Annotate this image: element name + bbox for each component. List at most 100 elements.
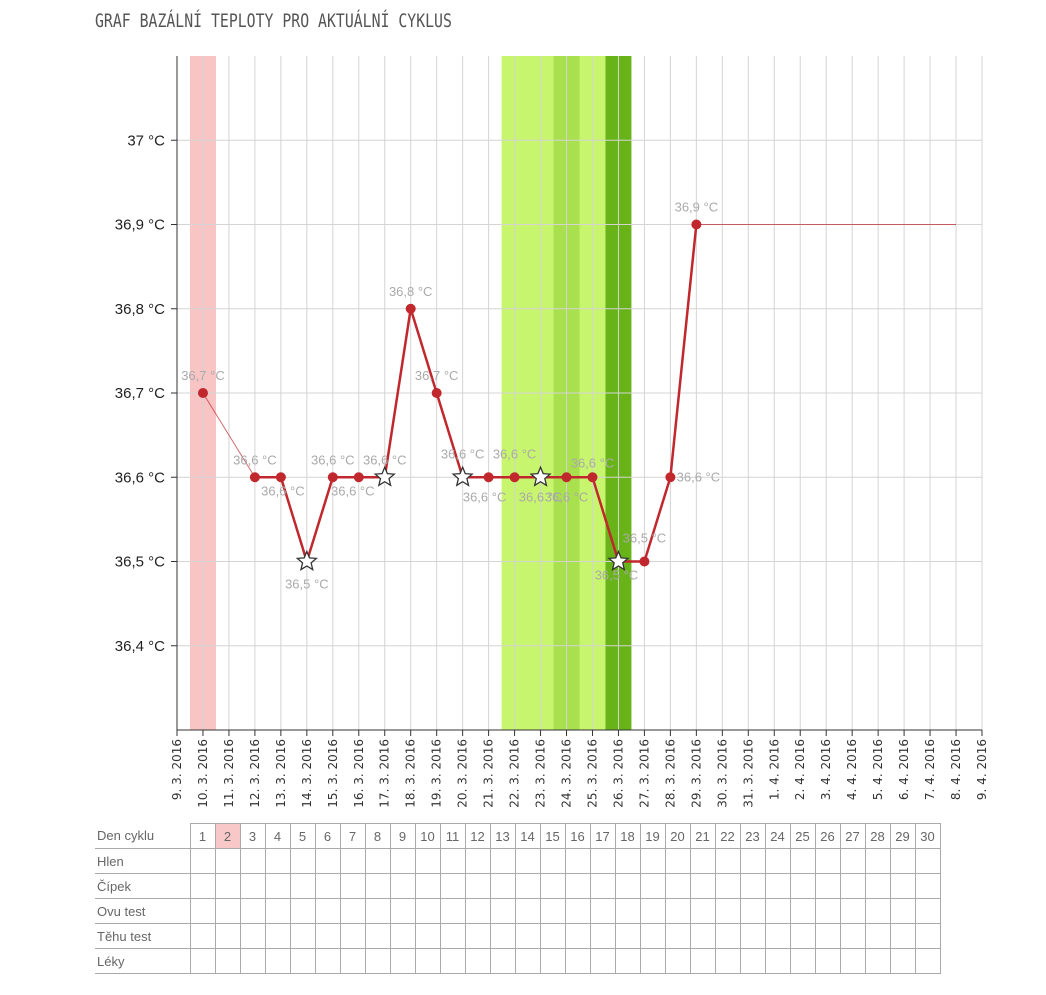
entry-cell[interactable] — [914, 923, 941, 949]
entry-cell[interactable] — [539, 948, 566, 974]
entry-cell[interactable] — [714, 948, 741, 974]
entry-cell[interactable] — [514, 873, 541, 899]
entry-cell[interactable] — [489, 873, 516, 899]
entry-cell[interactable] — [614, 948, 641, 974]
entry-cell[interactable] — [389, 898, 416, 924]
entry-cell[interactable] — [214, 923, 241, 949]
entry-cell[interactable] — [289, 848, 316, 874]
entry-cell[interactable] — [739, 948, 766, 974]
entry-cell[interactable] — [489, 898, 516, 924]
entry-cell[interactable] — [714, 923, 741, 949]
entry-cell[interactable] — [214, 873, 241, 899]
entry-cell[interactable] — [739, 873, 766, 899]
entry-cell[interactable] — [489, 948, 516, 974]
entry-cell[interactable] — [639, 948, 666, 974]
entry-cell[interactable] — [564, 948, 591, 974]
entry-cell[interactable] — [414, 923, 441, 949]
entry-cell[interactable] — [614, 898, 641, 924]
entry-cell[interactable] — [439, 898, 466, 924]
entry-cell[interactable] — [364, 898, 391, 924]
entry-cell[interactable] — [739, 848, 766, 874]
entry-cell[interactable] — [264, 848, 291, 874]
entry-cell[interactable] — [864, 898, 891, 924]
entry-cell[interactable] — [589, 923, 616, 949]
entry-cell[interactable] — [764, 923, 791, 949]
entry-cell[interactable] — [889, 873, 916, 899]
entry-cell[interactable] — [914, 848, 941, 874]
entry-cell[interactable] — [914, 898, 941, 924]
entry-cell[interactable] — [414, 873, 441, 899]
entry-cell[interactable] — [889, 923, 916, 949]
entry-cell[interactable] — [564, 873, 591, 899]
entry-cell[interactable] — [439, 848, 466, 874]
entry-cell[interactable] — [514, 923, 541, 949]
entry-cell[interactable] — [664, 873, 691, 899]
entry-cell[interactable] — [364, 923, 391, 949]
entry-cell[interactable] — [864, 848, 891, 874]
entry-cell[interactable] — [189, 923, 216, 949]
entry-cell[interactable] — [439, 923, 466, 949]
entry-cell[interactable] — [664, 848, 691, 874]
entry-cell[interactable] — [864, 923, 891, 949]
entry-cell[interactable] — [539, 923, 566, 949]
entry-cell[interactable] — [389, 923, 416, 949]
entry-cell[interactable] — [739, 898, 766, 924]
entry-cell[interactable] — [764, 898, 791, 924]
entry-cell[interactable] — [864, 948, 891, 974]
entry-cell[interactable] — [289, 898, 316, 924]
entry-cell[interactable] — [814, 898, 841, 924]
entry-cell[interactable] — [514, 848, 541, 874]
entry-cell[interactable] — [639, 873, 666, 899]
entry-cell[interactable] — [889, 898, 916, 924]
entry-cell[interactable] — [364, 848, 391, 874]
entry-cell[interactable] — [689, 898, 716, 924]
entry-cell[interactable] — [839, 873, 866, 899]
entry-cell[interactable] — [339, 948, 366, 974]
entry-cell[interactable] — [614, 923, 641, 949]
entry-cell[interactable] — [339, 898, 366, 924]
entry-cell[interactable] — [264, 948, 291, 974]
entry-cell[interactable] — [339, 848, 366, 874]
entry-cell[interactable] — [889, 848, 916, 874]
entry-cell[interactable] — [564, 848, 591, 874]
entry-cell[interactable] — [714, 898, 741, 924]
entry-cell[interactable] — [664, 898, 691, 924]
entry-cell[interactable] — [689, 873, 716, 899]
entry-cell[interactable] — [714, 873, 741, 899]
entry-cell[interactable] — [239, 923, 266, 949]
entry-cell[interactable] — [764, 848, 791, 874]
entry-cell[interactable] — [664, 923, 691, 949]
entry-cell[interactable] — [189, 948, 216, 974]
entry-cell[interactable] — [514, 898, 541, 924]
entry-cell[interactable] — [914, 948, 941, 974]
entry-cell[interactable] — [589, 873, 616, 899]
entry-cell[interactable] — [839, 898, 866, 924]
entry-cell[interactable] — [764, 948, 791, 974]
entry-cell[interactable] — [239, 948, 266, 974]
entry-cell[interactable] — [489, 923, 516, 949]
entry-cell[interactable] — [564, 898, 591, 924]
entry-cell[interactable] — [464, 848, 491, 874]
entry-cell[interactable] — [414, 948, 441, 974]
entry-cell[interactable] — [789, 948, 816, 974]
entry-cell[interactable] — [389, 873, 416, 899]
entry-cell[interactable] — [789, 848, 816, 874]
entry-cell[interactable] — [814, 948, 841, 974]
entry-cell[interactable] — [289, 873, 316, 899]
entry-cell[interactable] — [764, 873, 791, 899]
entry-cell[interactable] — [814, 923, 841, 949]
entry-cell[interactable] — [214, 948, 241, 974]
entry-cell[interactable] — [689, 948, 716, 974]
entry-cell[interactable] — [639, 923, 666, 949]
entry-cell[interactable] — [389, 948, 416, 974]
entry-cell[interactable] — [614, 848, 641, 874]
entry-cell[interactable] — [814, 848, 841, 874]
entry-cell[interactable] — [489, 848, 516, 874]
entry-cell[interactable] — [239, 898, 266, 924]
entry-cell[interactable] — [789, 898, 816, 924]
entry-cell[interactable] — [189, 898, 216, 924]
entry-cell[interactable] — [264, 898, 291, 924]
entry-cell[interactable] — [464, 948, 491, 974]
entry-cell[interactable] — [539, 848, 566, 874]
entry-cell[interactable] — [239, 873, 266, 899]
